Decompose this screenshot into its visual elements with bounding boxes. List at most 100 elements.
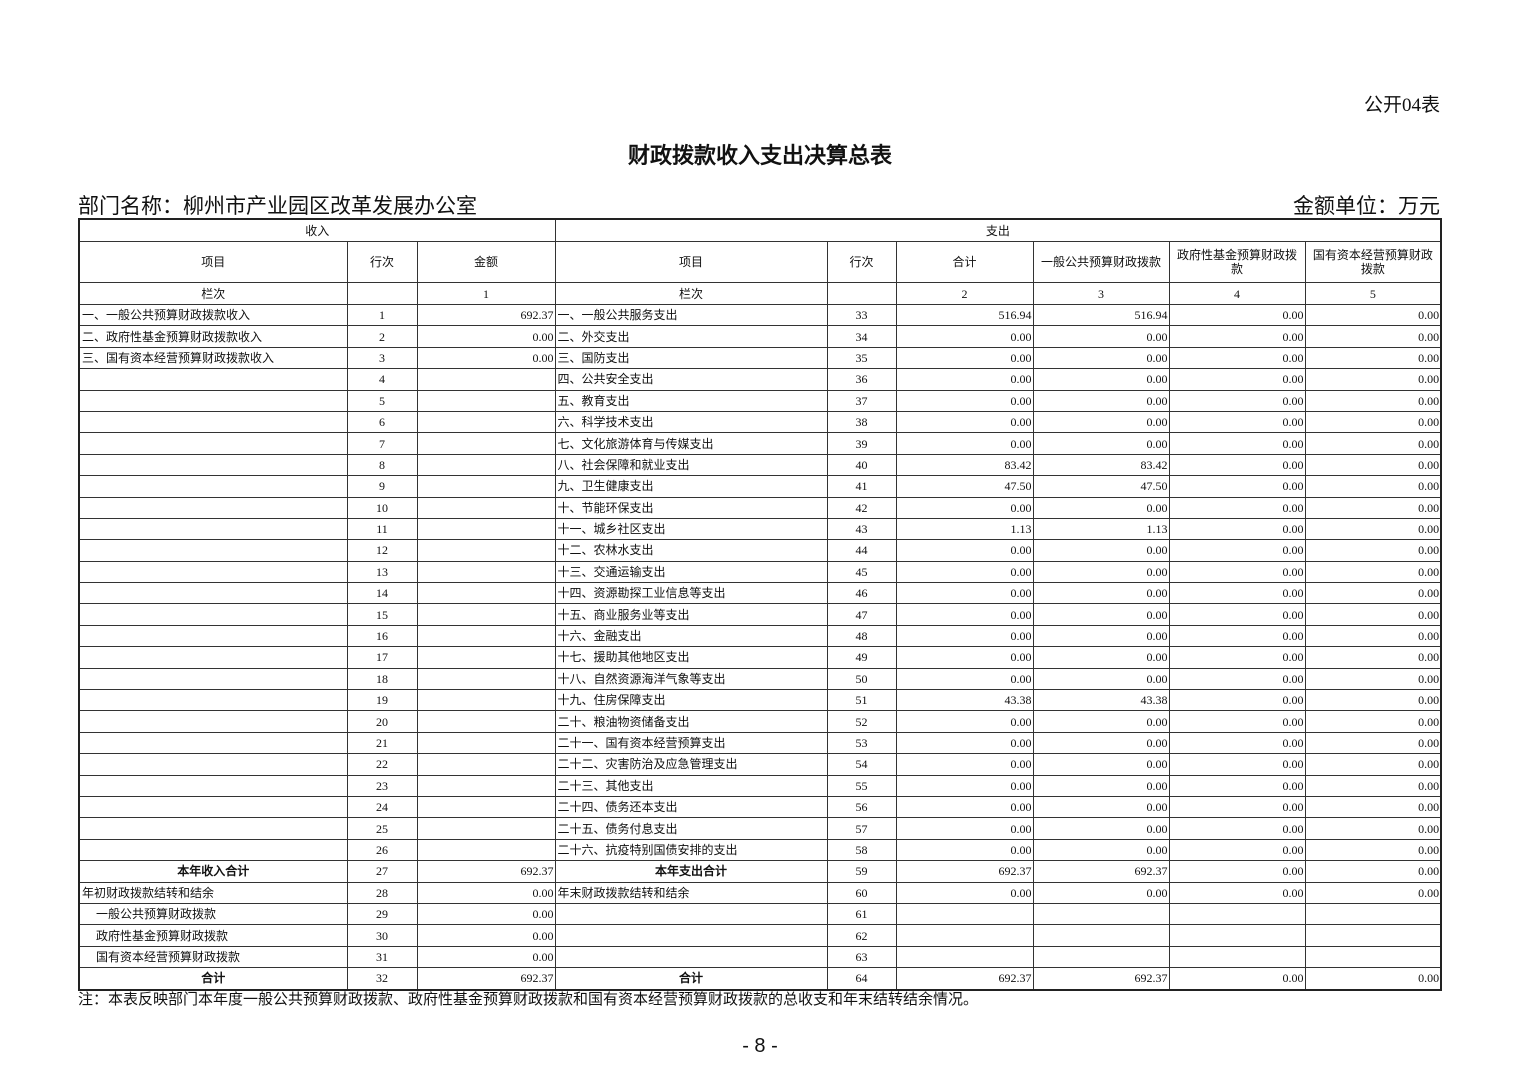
state-capital-amount: 0.00 <box>1304 731 1442 755</box>
expense-item: 三、国防支出 <box>554 346 828 370</box>
income-line-number: 27 <box>346 860 418 883</box>
general-budget-amount <box>1032 945 1170 969</box>
general-budget-amount: 47.50 <box>1032 475 1170 498</box>
table-row: 一、一般公共预算财政拨款收入 1 692.37 一、一般公共服务支出 33 516.94 5… <box>78 303 1442 327</box>
expense-item-header: 项目 <box>554 241 828 283</box>
expense-item: 本年支出合计 <box>554 860 828 883</box>
expense-item: 二十、粮油物资储备支出 <box>554 710 828 733</box>
state-capital-amount: 0.00 <box>1304 496 1442 519</box>
income-line-number: 17 <box>346 646 418 669</box>
income-amount <box>416 774 556 797</box>
expense-item: 四、公共安全支出 <box>554 368 828 391</box>
expense-line-number: 51 <box>826 689 897 712</box>
expense-line-number: 43 <box>826 517 897 541</box>
expense-item: 合计 <box>554 967 828 990</box>
expense-item <box>554 945 828 969</box>
expense-total: 83.42 <box>895 453 1034 477</box>
income-item <box>78 689 348 712</box>
general-budget-amount: 692.37 <box>1032 967 1170 990</box>
expense-total: 0.00 <box>895 496 1034 519</box>
expense-total: 0.00 <box>895 410 1034 434</box>
income-line-number: 6 <box>346 410 418 434</box>
income-line-number: 32 <box>346 967 418 990</box>
income-amount <box>416 710 556 733</box>
state-capital-amount: 0.00 <box>1304 475 1442 498</box>
expense-item: 十一、城乡社区支出 <box>554 517 828 541</box>
gov-fund-amount: 0.00 <box>1168 389 1306 412</box>
state-capital-amount: 0.00 <box>1304 539 1442 562</box>
general-budget-amount: 0.00 <box>1032 795 1170 819</box>
state-capital-amount: 0.00 <box>1304 860 1442 883</box>
table-row: 9 九、卫生健康支出 41 47.50 47.50 0.00 0.00 <box>78 475 1442 498</box>
income-item: 政府性基金预算财政拨款 <box>78 924 348 947</box>
income-item <box>78 624 348 648</box>
income-amount: 0.00 <box>416 881 556 904</box>
expense-total: 516.94 <box>895 303 1034 327</box>
state-capital-header: 国有资本经营预算财政拨款 <box>1304 241 1442 283</box>
income-item: 一般公共预算财政拨款 <box>78 902 348 926</box>
income-line-number: 21 <box>346 731 418 755</box>
table-row: 政府性基金预算财政拨款 30 0.00 62 <box>78 924 1442 947</box>
income-amount <box>416 731 556 755</box>
income-item <box>78 432 348 455</box>
expense-total: 47.50 <box>895 475 1034 498</box>
general-budget-amount: 0.00 <box>1032 646 1170 669</box>
expense-item: 十、节能环保支出 <box>554 496 828 519</box>
income-header: 收入 <box>78 218 556 242</box>
state-capital-amount: 0.00 <box>1304 710 1442 733</box>
expense-item: 年末财政拨款结转和结余 <box>554 881 828 904</box>
income-line-number: 2 <box>346 325 418 348</box>
state-capital-amount: 0.00 <box>1304 389 1442 412</box>
expense-total <box>895 945 1034 969</box>
general-budget-amount: 0.00 <box>1032 838 1170 862</box>
income-line-number: 22 <box>346 753 418 776</box>
income-amount <box>416 560 556 584</box>
income-amount <box>416 389 556 412</box>
income-item <box>78 582 348 605</box>
table-row: 6 六、科学技术支出 38 0.00 0.00 0.00 0.00 <box>78 410 1442 434</box>
table-row: 4 四、公共安全支出 36 0.00 0.00 0.00 0.00 <box>78 368 1442 391</box>
gov-fund-amount <box>1168 924 1306 947</box>
expense-total: 0.00 <box>895 560 1034 584</box>
state-capital-amount: 0.00 <box>1304 817 1442 840</box>
expense-line-number: 47 <box>826 603 897 626</box>
general-budget-amount: 0.00 <box>1032 325 1170 348</box>
table-row: 合计 32 692.37 合计 64 692.37 692.37 0.00 0.00 <box>78 967 1442 990</box>
form-number: 公开04表 <box>1363 95 1440 116</box>
general-budget-amount: 0.00 <box>1032 389 1170 412</box>
table-row: 22 二十二、灾害防治及应急管理支出 54 0.00 0.00 0.00 0.00 <box>78 753 1442 776</box>
income-line-number: 5 <box>346 389 418 412</box>
expense-line-number: 59 <box>826 860 897 883</box>
gov-fund-amount: 0.00 <box>1168 795 1306 819</box>
income-line-number: 23 <box>346 774 418 797</box>
general-budget-amount: 0.00 <box>1032 817 1170 840</box>
state-capital-amount <box>1304 945 1442 969</box>
income-item: 合计 <box>78 967 348 990</box>
gov-fund-amount: 0.00 <box>1168 967 1306 990</box>
table-row: 国有资本经营预算财政拨款 31 0.00 63 <box>78 945 1442 969</box>
table-row: 17 十七、援助其他地区支出 49 0.00 0.00 0.00 0.00 <box>78 646 1442 669</box>
income-line-number: 28 <box>346 881 418 904</box>
expense-item: 二十一、国有资本经营预算支出 <box>554 731 828 755</box>
department-name: 部门名称：柳州市产业园区改革发展办公室 <box>78 194 477 218</box>
expense-total: 0.00 <box>895 795 1034 819</box>
income-amount <box>416 582 556 605</box>
expense-item: 一、一般公共服务支出 <box>554 303 828 327</box>
expense-total: 0.00 <box>895 667 1034 691</box>
income-line-number: 7 <box>346 432 418 455</box>
expense-total: 0.00 <box>895 539 1034 562</box>
expense-line-number: 41 <box>826 475 897 498</box>
expense-line-number: 46 <box>826 582 897 605</box>
gov-fund-amount: 0.00 <box>1168 368 1306 391</box>
table-row: 24 二十四、债务还本支出 56 0.00 0.00 0.00 0.00 <box>78 795 1442 819</box>
gov-fund-amount: 0.00 <box>1168 410 1306 434</box>
expense-total: 0.00 <box>895 881 1034 904</box>
state-capital-amount <box>1304 924 1442 947</box>
state-capital-amount: 0.00 <box>1304 667 1442 691</box>
income-line-number: 10 <box>346 496 418 519</box>
general-budget-amount: 0.00 <box>1032 603 1170 626</box>
general-budget-amount <box>1032 924 1170 947</box>
expense-line-number: 35 <box>826 346 897 370</box>
expense-item: 二十六、抗疫特别国债安排的支出 <box>554 838 828 862</box>
expense-item: 十三、交通运输支出 <box>554 560 828 584</box>
